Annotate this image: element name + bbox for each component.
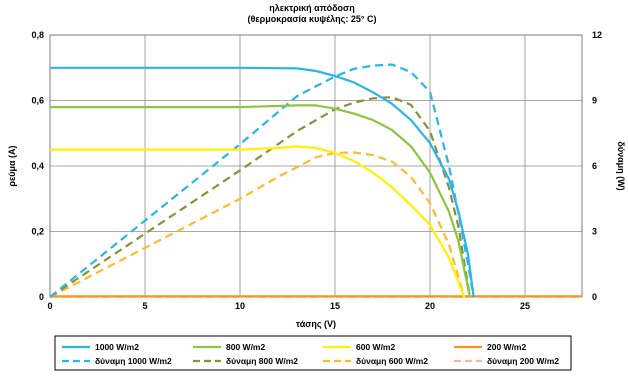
series-line-5 <box>49 63 475 298</box>
series-group <box>49 63 582 298</box>
x-axis-label: τάσης (V) <box>296 319 336 329</box>
legend-entry: δύναμη 800 W/m2 <box>226 356 298 366</box>
chart-subtitle: (θερμοκρασία κυψέλης: 25° C) <box>248 14 377 24</box>
legend-entry: δύναμη 1000 W/m2 <box>95 356 172 366</box>
y-tick-label: 0,6 <box>31 96 44 106</box>
y2-axis-label: δύναμη (W) <box>616 141 626 190</box>
grid <box>50 35 582 297</box>
legend-box <box>54 335 572 371</box>
y2-tick-label: 3 <box>592 227 597 237</box>
series-line-6 <box>49 96 471 298</box>
y-axis-label: ρεύμα (A) <box>7 145 17 186</box>
series-line-3 <box>50 145 466 298</box>
x-tick-label: 0 <box>47 301 52 311</box>
series-line-7 <box>49 151 466 298</box>
y-tick-label: 0,2 <box>31 227 44 237</box>
ticks-group: 0 5 10 15 20 25 0 0,2 0,4 0,6 0,8 0 3 6 9 12 <box>31 30 602 311</box>
y-tick-label: 0,8 <box>31 30 44 40</box>
legend-entry: 600 W/m2 <box>356 342 395 352</box>
legend-entry: 200 W/m2 <box>487 342 526 352</box>
legend-entry: 1000 W/m2 <box>95 342 139 352</box>
x-tick-label: 20 <box>425 301 435 311</box>
x-tick-label: 15 <box>330 301 340 311</box>
y-tick-label: 0,4 <box>31 161 44 171</box>
series-line-1 <box>50 66 475 298</box>
x-tick-label: 10 <box>235 301 245 311</box>
legend-entry: 800 W/m2 <box>226 342 265 352</box>
y2-tick-label: 12 <box>592 30 602 40</box>
x-tick-label: 25 <box>520 301 530 311</box>
y2-tick-label: 9 <box>592 96 597 106</box>
y-tick-label: 0 <box>39 292 44 302</box>
series-line-2 <box>50 104 471 298</box>
x-tick-label: 5 <box>142 301 147 311</box>
legend-entry: δύναμη 600 W/m2 <box>356 356 428 366</box>
legend-entry: δύναμη 200 W/m2 <box>487 356 559 366</box>
legend: 1000 W/m2 800 W/m2 600 W/m2 200 W/m2 δύναμη … <box>62 342 559 366</box>
chart-title: ηλεκτρική απόδοση <box>269 3 354 13</box>
y2-tick-label: 0 <box>592 292 597 302</box>
y2-tick-label: 6 <box>592 161 597 171</box>
